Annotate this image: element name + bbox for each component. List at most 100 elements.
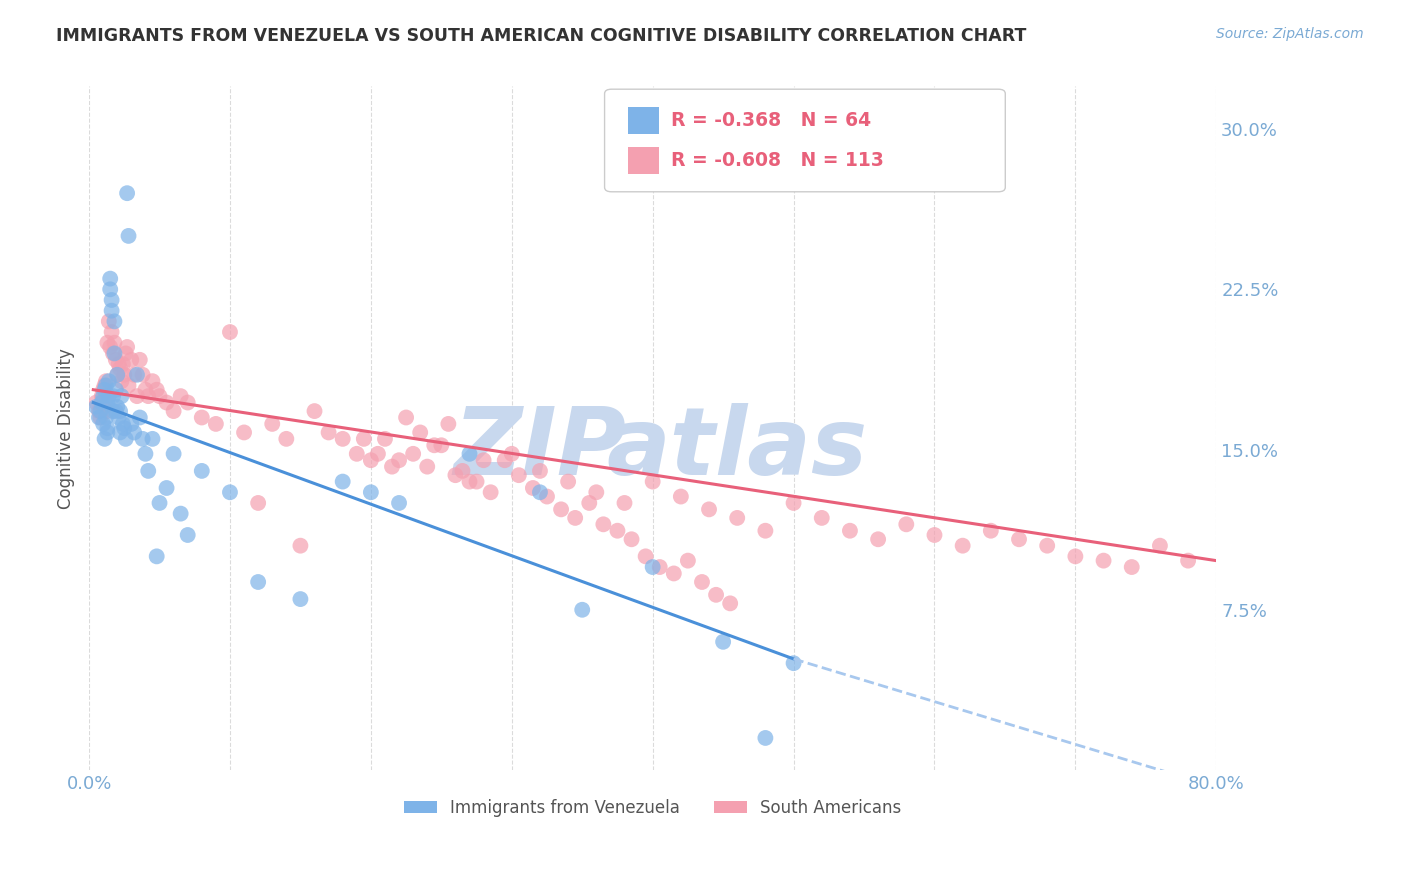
Point [97,389,120,403]
Point [868,533,890,547]
Point [101,346,124,360]
Text: R = -0.608   N = 113: R = -0.608 N = 113 [671,151,883,170]
Point [90,389,112,403]
Point [205,417,228,431]
Point [529,464,551,478]
Point [108,361,131,376]
Point [634,549,657,564]
Point [155,481,177,495]
Point [191,410,214,425]
Point [103,335,125,350]
Point [98,271,121,285]
Point [690,574,713,589]
Point [304,404,326,418]
Point [145,383,167,397]
Point [472,453,495,467]
Point [93,378,115,392]
Point [115,186,138,201]
Point [191,464,214,478]
Point [648,560,671,574]
Point [93,432,115,446]
Point [104,404,127,418]
Point [93,383,115,397]
Point [94,410,117,425]
Point [117,228,139,243]
Point [318,425,340,440]
Point [353,432,375,446]
Legend: Immigrants from Venezuela, South Americans: Immigrants from Venezuela, South America… [396,792,908,823]
Point [704,588,727,602]
Point [550,502,572,516]
Point [374,432,396,446]
Point [89,410,111,425]
Point [98,282,121,296]
Point [1092,554,1115,568]
Point [107,357,129,371]
Point [1177,554,1199,568]
Point [96,335,118,350]
Point [131,432,153,446]
Point [725,511,748,525]
Point [84,400,107,414]
Point [91,400,114,414]
Point [108,425,131,440]
Point [141,432,163,446]
Point [131,368,153,382]
Point [395,410,418,425]
Point [105,368,128,382]
Point [430,438,453,452]
Point [96,404,118,418]
Point [91,417,114,431]
Point [100,325,122,339]
Point [662,566,685,581]
Point [522,481,544,495]
Point [111,357,134,371]
Point [111,417,134,431]
Point [585,485,607,500]
Point [494,453,516,467]
Point [247,496,270,510]
Point [104,352,127,367]
Text: atlas: atlas [606,402,868,495]
Point [924,528,946,542]
Point [388,496,411,510]
Point [94,389,117,403]
Point [360,453,382,467]
Point [451,464,474,478]
Point [564,511,586,525]
Point [810,511,832,525]
Text: Source: ZipAtlas.com: Source: ZipAtlas.com [1216,27,1364,41]
Point [103,346,125,360]
Point [148,496,170,510]
Point [115,340,138,354]
Point [839,524,862,538]
Point [91,389,114,403]
Point [980,524,1002,538]
Point [100,293,122,307]
Point [114,432,136,446]
Point [122,368,145,382]
Point [219,325,242,339]
Point [110,374,132,388]
Point [120,352,142,367]
Y-axis label: Cognitive Disability: Cognitive Disability [58,348,75,508]
Text: ZIP: ZIP [454,402,627,495]
Point [155,395,177,409]
Point [262,417,284,431]
Text: R = -0.368   N = 64: R = -0.368 N = 64 [671,111,870,130]
Point [641,560,664,574]
Text: IMMIGRANTS FROM VENEZUELA VS SOUTH AMERICAN COGNITIVE DISABILITY CORRELATION CHA: IMMIGRANTS FROM VENEZUELA VS SOUTH AMERI… [56,27,1026,45]
Point [134,383,156,397]
Point [290,539,312,553]
Point [114,346,136,360]
Point [557,475,579,489]
Point [125,389,148,403]
Point [141,374,163,388]
Point [94,374,117,388]
Point [669,490,692,504]
Point [782,496,804,510]
Point [437,417,460,431]
Point [169,507,191,521]
Point [1064,549,1087,564]
Point [110,389,132,403]
